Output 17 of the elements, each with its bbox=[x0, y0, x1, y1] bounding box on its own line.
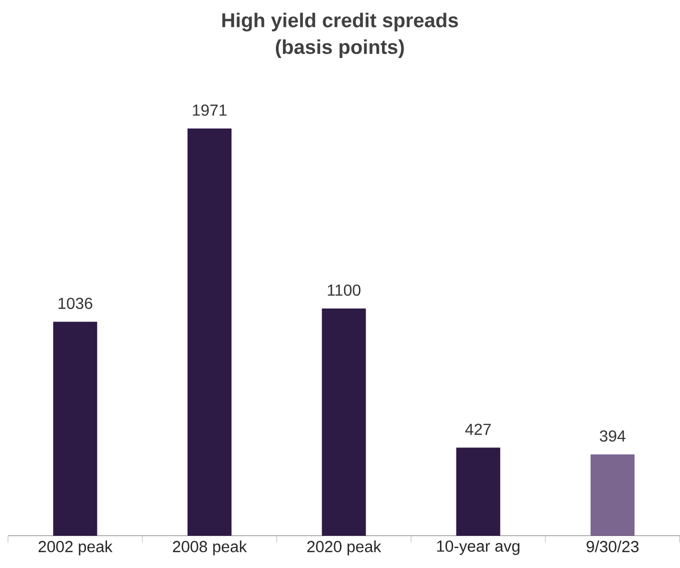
data-label: 1036 bbox=[58, 298, 92, 310]
x-tick-label: 2002 peak bbox=[38, 540, 113, 556]
bar bbox=[590, 454, 635, 536]
chart-subtitle: (basis points) bbox=[276, 39, 404, 58]
bar bbox=[322, 308, 366, 536]
x-tick-label: 10-year avg bbox=[437, 540, 520, 556]
bar bbox=[188, 128, 232, 536]
data-label: 394 bbox=[600, 430, 626, 442]
bar bbox=[53, 322, 98, 536]
chart-title: High yield credit spreads bbox=[222, 12, 458, 32]
data-label: 1971 bbox=[192, 104, 227, 116]
x-tick-label: 2008 peak bbox=[172, 540, 247, 556]
bar bbox=[456, 448, 500, 536]
x-tick-label: 9/30/23 bbox=[586, 540, 639, 552]
x-tick-label: 2020 peak bbox=[307, 540, 382, 556]
data-label: 1100 bbox=[328, 284, 360, 296]
data-label: 427 bbox=[465, 424, 491, 435]
